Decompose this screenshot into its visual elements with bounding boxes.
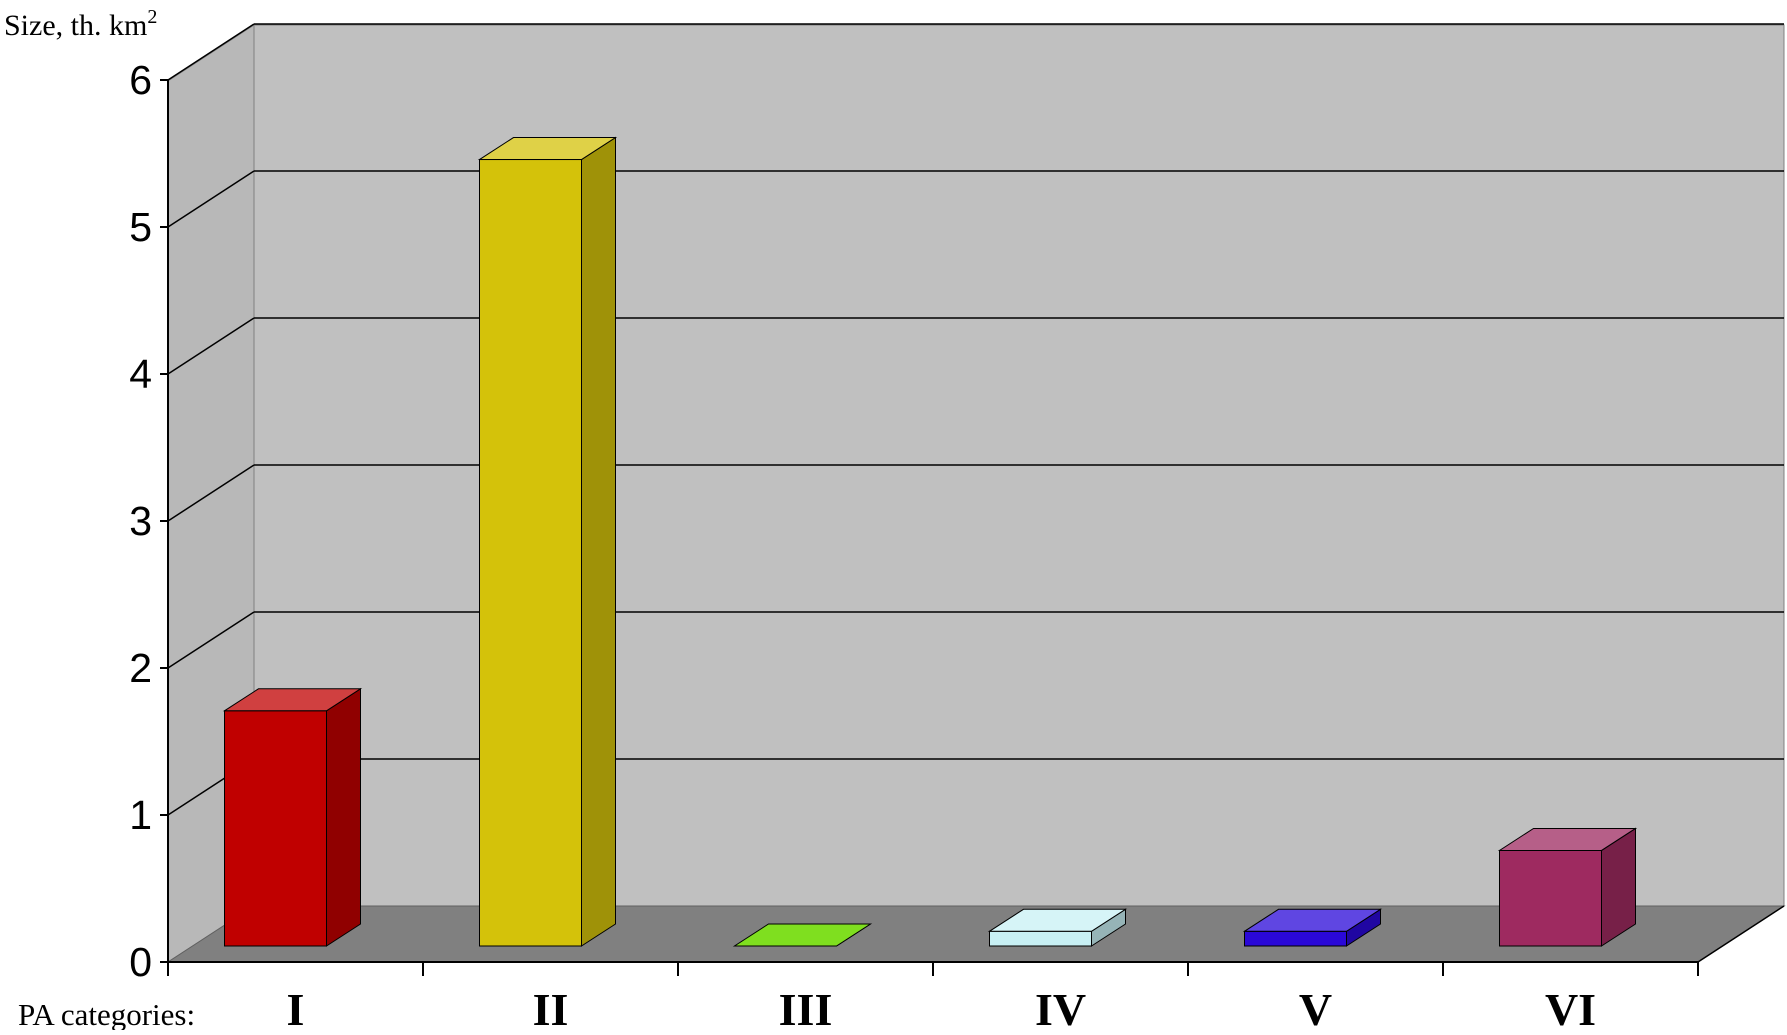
bar: [1497, 827, 1638, 947]
chart-walls: [167, 24, 1785, 963]
y-tick-label: 6: [129, 57, 152, 103]
y-tick-label: 4: [129, 351, 152, 397]
gridline-side: [167, 170, 255, 228]
bar: [987, 908, 1128, 947]
bar-top: [987, 908, 1128, 932]
x-axis-title: PA categories:: [18, 997, 195, 1030]
bar-side: [326, 687, 361, 947]
bar-front: [1244, 930, 1347, 947]
x-category-label: V: [1299, 984, 1332, 1030]
bar-top: [222, 688, 363, 712]
bar-front: [224, 710, 327, 947]
x-category-label: I: [287, 984, 305, 1030]
bar: [477, 136, 618, 947]
x-category-label: III: [779, 984, 833, 1030]
bar-side: [581, 136, 616, 947]
bar-front: [1499, 849, 1602, 947]
bar-top: [477, 137, 618, 161]
gridline-side: [167, 464, 255, 522]
y-tick-label: 5: [129, 204, 152, 250]
bar: [222, 687, 363, 947]
y-tick-label: 3: [129, 498, 152, 544]
x-category-label: II: [533, 984, 569, 1030]
bar-top: [1242, 908, 1383, 932]
x-category-label: VI: [1545, 984, 1596, 1030]
bar-front: [479, 159, 582, 947]
y-axis-title-text: Size, th. km: [4, 9, 147, 42]
gridline-side: [167, 317, 255, 375]
axes: [160, 79, 1785, 976]
y-tick-label: 0: [129, 939, 152, 985]
y-tick-label: 2: [129, 645, 152, 691]
x-axis-depth-line: [1697, 905, 1785, 963]
bar-top: [1497, 827, 1638, 851]
y-tick-label: 1: [129, 792, 152, 838]
bar: [732, 923, 873, 947]
bar: [1242, 908, 1383, 947]
bar-front: [989, 930, 1092, 947]
bars: [222, 136, 1638, 947]
y-axis-title-superscript: 2: [147, 6, 157, 28]
x-category-label: IV: [1035, 984, 1086, 1030]
gridline-side: [167, 23, 255, 81]
bar-top: [732, 923, 873, 947]
y-axis-title: Size, th. km2: [4, 6, 157, 42]
gridline-side: [167, 611, 255, 669]
